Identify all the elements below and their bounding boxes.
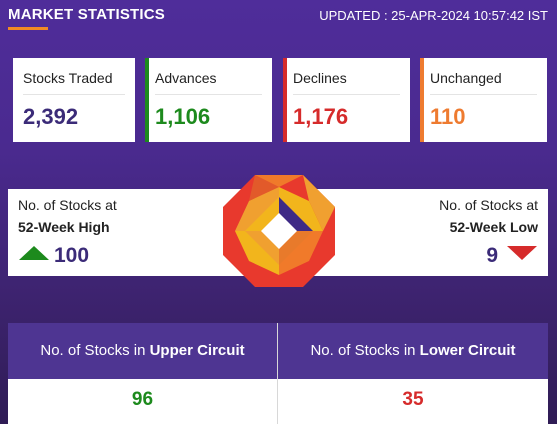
upper-circuit-value: 96 [131,389,154,410]
card-divider [430,94,537,95]
week52-high-value: 100 [54,244,90,267]
declines-card: Declines 1,176 [283,58,410,142]
card-divider [23,94,125,95]
unchanged-accent-bar [420,58,424,142]
circuit-panel: No. of Stocks in Upper Circuit No. of St… [8,323,548,424]
week52-low-label-a: No. of Stocks at [439,197,538,213]
advances-value: 1,106 [155,104,211,129]
week52-high-label-b: 52-Week High [18,219,110,235]
unchanged-label: Unchanged [430,70,502,86]
lower-circuit-emph: Lower Circuit [419,342,516,359]
advances-card: Advances 1,106 [145,58,272,142]
stocks-traded-value: 2,392 [23,104,79,129]
lower-circuit-header: No. of Stocks in Lower Circuit [278,323,548,379]
lower-circuit-prefix: No. of Stocks in [310,342,420,359]
upper-circuit-emph: Upper Circuit [149,342,245,359]
stocks-traded-card: Stocks Traded 2,392 [13,58,135,142]
card-divider [155,94,262,95]
week52-high-label-a: No. of Stocks at [18,197,117,213]
unchanged-value: 110 [430,104,466,129]
stocks-traded-label: Stocks Traded [23,70,113,86]
card-divider [293,94,400,95]
declines-value: 1,176 [293,104,349,129]
unchanged-card: Unchanged 110 [420,58,547,142]
declines-accent-bar [283,58,287,142]
octagon-logo [223,175,335,287]
updated-timestamp: UPDATED : 25-APR-2024 10:57:42 IST [319,8,548,23]
upper-circuit-header: No. of Stocks in Upper Circuit [8,323,277,379]
header: MARKET STATISTICS UPDATED : 25-APR-2024 … [0,0,557,32]
circuit-divider [277,323,278,424]
lower-circuit-value: 35 [402,389,424,410]
page-title: MARKET STATISTICS [8,6,166,23]
title-underline [8,27,48,30]
declines-label: Declines [293,70,347,86]
advances-label: Advances [155,70,217,86]
week52-low-label-b: 52-Week Low [449,219,538,235]
triangle-down-icon [507,246,537,260]
week52-low-value: 9 [486,244,498,267]
advances-accent-bar [145,58,149,142]
week52-panel: No. of Stocks at 52-Week High 100 No. of… [8,175,548,287]
upper-circuit-prefix: No. of Stocks in [40,342,150,359]
triangle-up-icon [19,246,49,260]
